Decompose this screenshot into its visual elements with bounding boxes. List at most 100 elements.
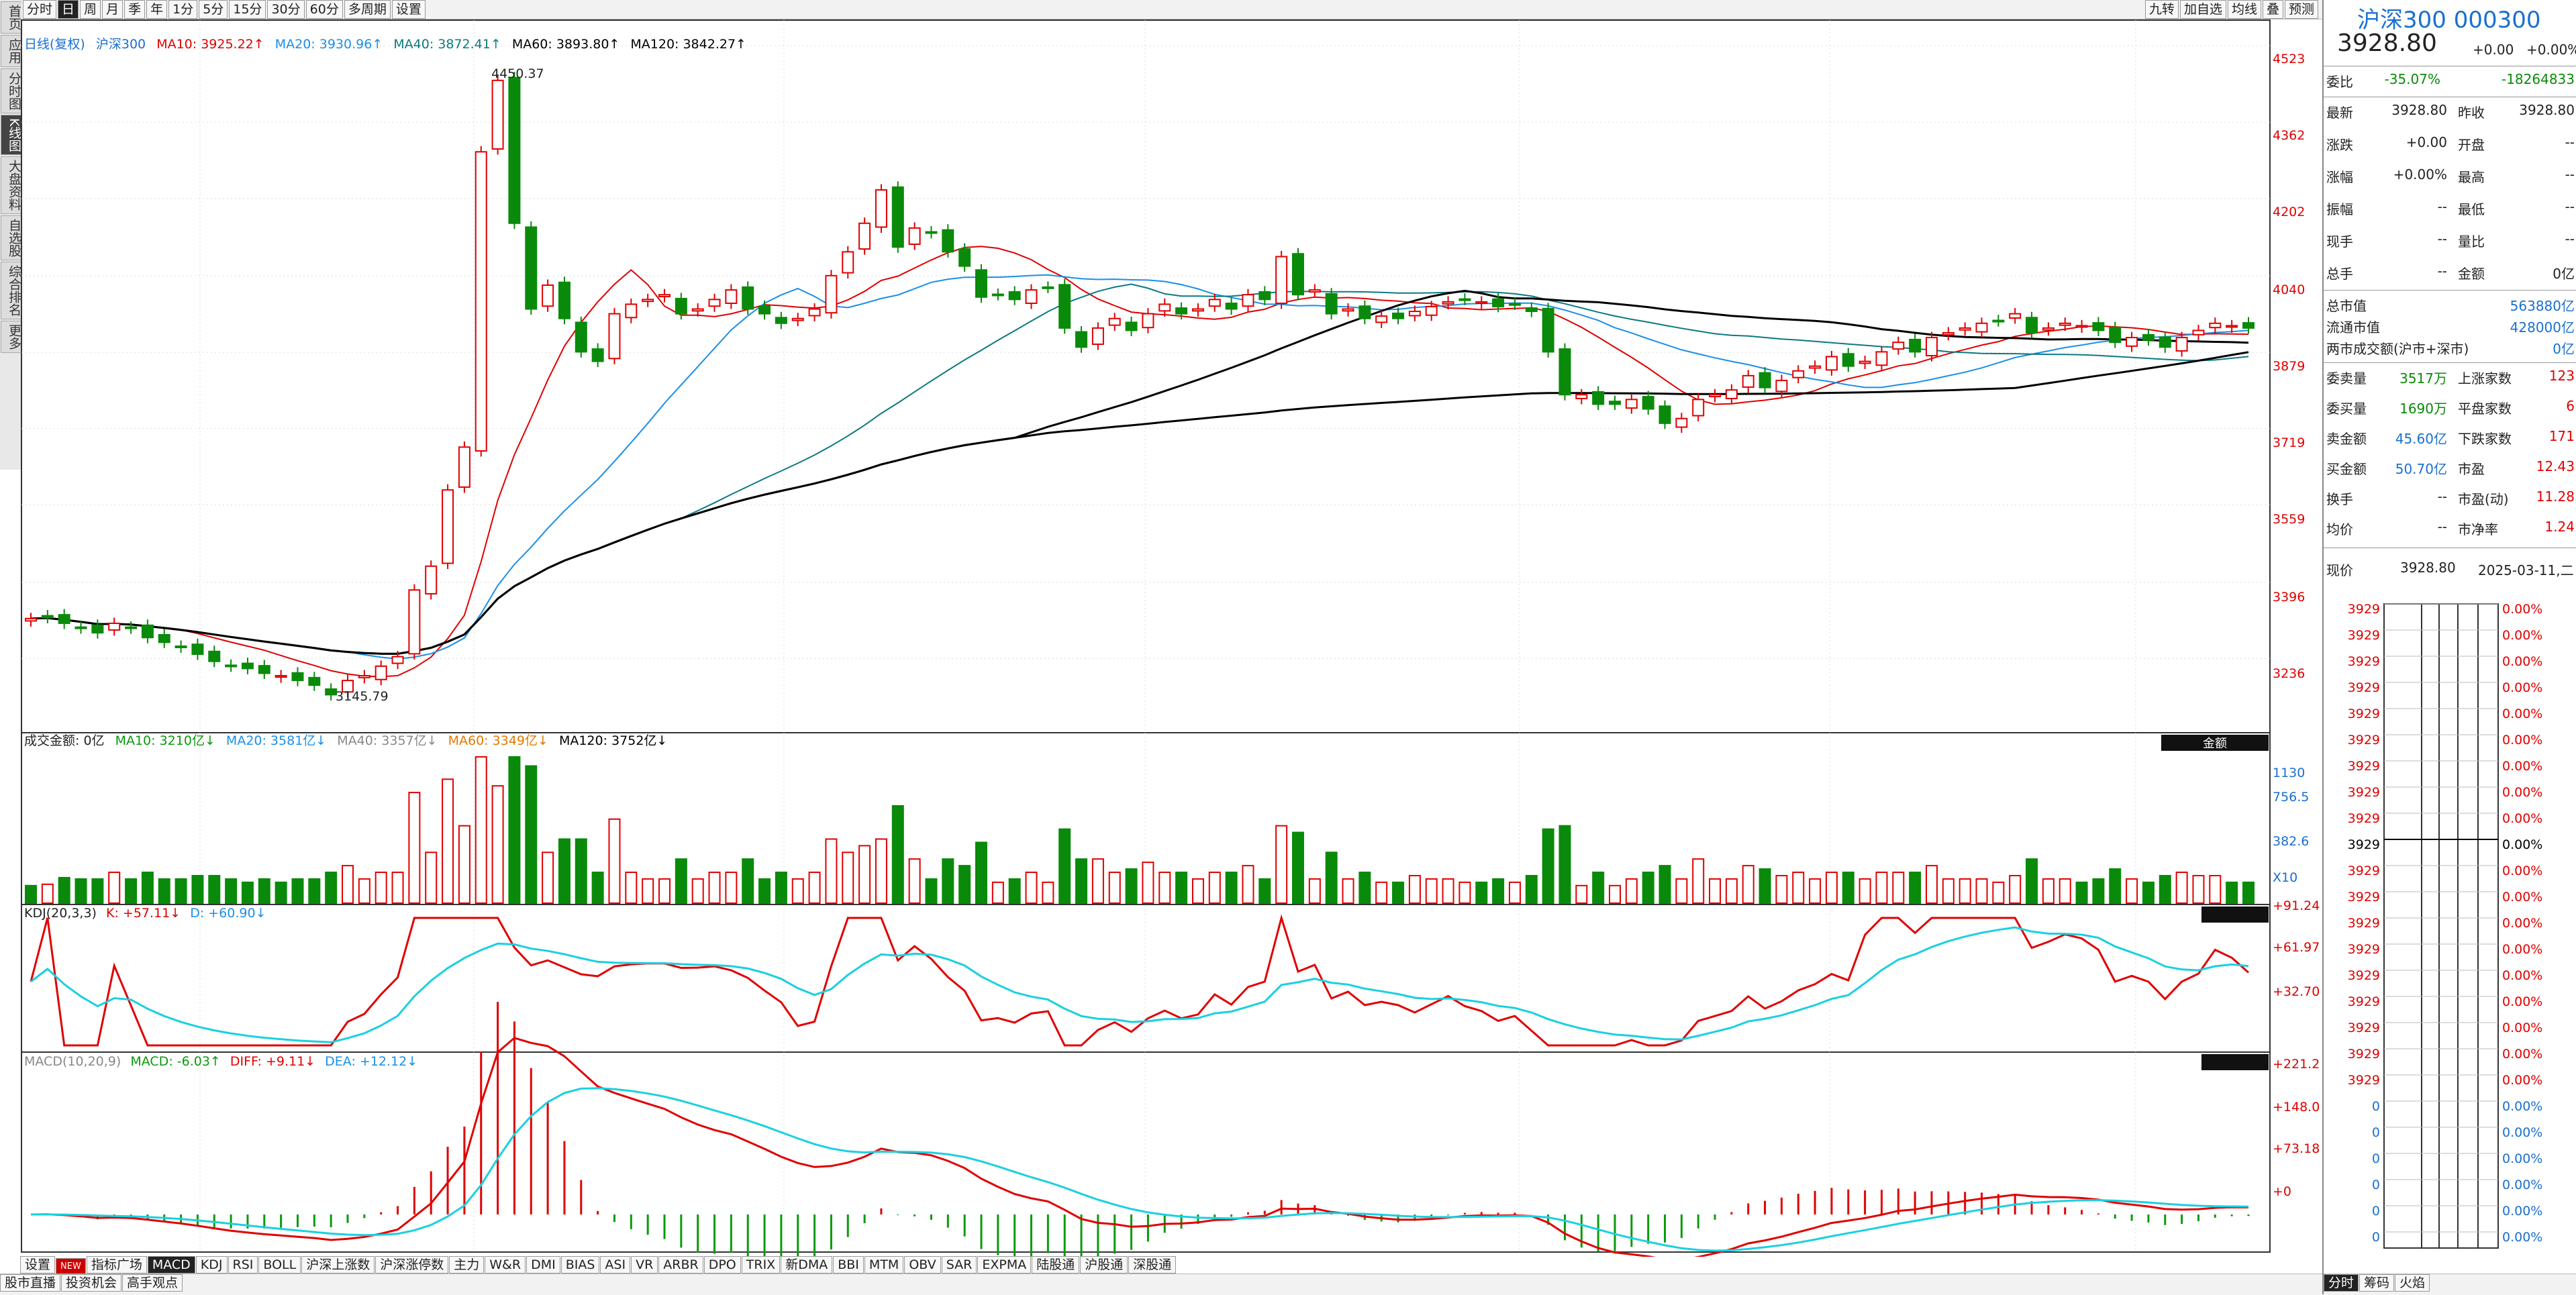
candle-body (442, 489, 454, 564)
period-tab-3[interactable]: 月 (102, 0, 123, 19)
volume-bar (1725, 878, 1738, 904)
forecast-button[interactable]: 预测 (2284, 0, 2318, 19)
volume-bar (1709, 878, 1722, 904)
bottom-tab-experts[interactable]: 高手观点 (122, 1274, 183, 1292)
vol-tick-1: 756.5 (2273, 790, 2309, 805)
candle-body (775, 317, 787, 324)
period-tab-12[interactable]: 设置 (391, 0, 426, 19)
macd-tick-1: +148.0 (2273, 1100, 2320, 1115)
macd-tag-box[interactable] (2201, 1054, 2269, 1070)
ma120-line (30, 351, 2249, 655)
candle-body (2159, 336, 2171, 348)
kdj-panel-frame (21, 904, 2271, 1053)
chart-area[interactable]: 日线(复权) 沪深300 MA10: 3925.22↑ MA20: 3930.9… (20, 19, 2322, 1257)
left-tab-more[interactable]: 更多 (1, 321, 22, 354)
ind-tab-hs-up[interactable]: 沪深上涨数 (301, 1256, 375, 1274)
volume-bar (1926, 865, 1938, 904)
ind-tab-wr[interactable]: W&R (485, 1256, 526, 1274)
overlay-button[interactable]: 叠 (2262, 0, 2283, 19)
ind-tab-vr[interactable]: VR (631, 1256, 658, 1274)
left-tab-home[interactable]: 首页 (1, 1, 22, 34)
left-tab-timeshare[interactable]: 分时图 (1, 68, 22, 113)
ladder-pct-label: 0.00% (2502, 1178, 2542, 1192)
ind-tab-lgt[interactable]: 陆股通 (1032, 1256, 1080, 1274)
left-tab-ranking[interactable]: 综合排名 (1, 262, 22, 320)
vol-tag[interactable]: 金额 (2203, 737, 2227, 751)
ind-tab-hs-limit[interactable]: 沪深涨停数 (375, 1256, 449, 1274)
stock-title: 沪深300 000300 (2357, 7, 2541, 34)
period-tab-4[interactable]: 季 (124, 0, 146, 19)
ma-button[interactable]: 均线 (2227, 0, 2261, 19)
ind-tab-hgt[interactable]: 沪股通 (1080, 1256, 1128, 1274)
left-tab-market-info[interactable]: 大盘资料 (1, 156, 22, 215)
ladder-price-label: 0 (2372, 1178, 2380, 1192)
panel-tab-timeshare[interactable]: 分时 (2324, 1274, 2359, 1292)
bottom-tab-live[interactable]: 股市直播 (0, 1274, 61, 1292)
left-tab-kline[interactable]: K线图 (1, 115, 22, 156)
ind-tab-bias[interactable]: BIAS (560, 1256, 600, 1274)
period-tab-11[interactable]: 多周期 (344, 0, 391, 19)
period-tab-1[interactable]: 日 (58, 0, 79, 19)
ind-tab-sgt[interactable]: 深股通 (1128, 1256, 1177, 1274)
volume-bar (1508, 881, 1521, 904)
nine-turn-button[interactable]: 九转 (2144, 0, 2179, 19)
ind-tab-main[interactable]: 主力 (449, 1256, 485, 1274)
ind-tab-asi[interactable]: ASI (600, 1256, 631, 1274)
period-toolbar: 分时日周月季年 1分 5分 15分 30分 60分 多周期 设置 (21, 0, 2322, 19)
left-tab-watchlist[interactable]: 自选股 (1, 215, 22, 261)
ind-tab-settings[interactable]: 设置 (20, 1256, 56, 1274)
candle-body (2142, 333, 2154, 341)
period-tab-2[interactable]: 周 (80, 0, 101, 19)
now-price: 3928.80 (2400, 560, 2456, 576)
period-tab-7[interactable]: 5分 (199, 0, 228, 19)
period-tab-6[interactable]: 1分 (168, 0, 198, 19)
volume-bar (1358, 872, 1371, 904)
candle-body (791, 317, 804, 321)
period-tab-9[interactable]: 30分 (267, 0, 305, 19)
macd-diff-line (30, 1037, 2249, 1257)
ladder-pct-label: 0.00% (2502, 864, 2542, 878)
period-tab-0[interactable]: 分时 (23, 0, 57, 19)
left-tab-apps[interactable]: 应用 (1, 35, 22, 67)
ind-tab-boll[interactable]: BOLL (258, 1256, 301, 1274)
ind-tab-obv[interactable]: OBV (904, 1256, 941, 1274)
candle-body (1926, 337, 1938, 357)
volume-bar (525, 765, 538, 904)
candle-body (1508, 303, 1521, 306)
price-tick-7: 3396 (2273, 590, 2305, 605)
quote-row: 涨跌 +0.00 开盘 -- (2326, 134, 2575, 153)
period-tab-10[interactable]: 60分 (305, 0, 343, 19)
ind-tab-rsi[interactable]: RSI (228, 1256, 258, 1274)
add-watchlist-button[interactable]: 加自选 (2179, 0, 2226, 19)
ind-tab-square[interactable]: 指标广场 (86, 1256, 147, 1274)
ind-tab-expma[interactable]: EXPMA (977, 1256, 1032, 1274)
volume-bar (425, 851, 438, 904)
ind-tab-mtm[interactable]: MTM (864, 1256, 904, 1274)
ind-tab-macd[interactable]: MACD (147, 1256, 195, 1274)
panel-tab-flame[interactable]: 火焰 (2395, 1274, 2430, 1292)
left-nav-bar: 首页 应用 分时图 K线图 大盘资料 自选股 综合排名 更多 (0, 0, 22, 470)
ind-tab-arbr[interactable]: ARBR (658, 1256, 703, 1274)
ind-tab-bbi[interactable]: BBI (833, 1256, 864, 1274)
ind-tab-kdj[interactable]: KDJ (195, 1256, 228, 1274)
volume-bar (1058, 828, 1071, 904)
kdj-tag-box[interactable] (2201, 907, 2269, 923)
period-tab-5[interactable]: 年 (146, 0, 168, 19)
ind-tab-newdma[interactable]: 新DMA (781, 1256, 833, 1274)
candle-body (525, 226, 538, 310)
candle-body (175, 645, 187, 649)
ind-tab-dpo[interactable]: DPO (703, 1256, 741, 1274)
volume-bar (1292, 831, 1304, 904)
bottom-tab-opportunity[interactable]: 投资机会 (61, 1274, 122, 1292)
vol-tag-box[interactable] (2161, 735, 2269, 751)
ladder-pct-label: 0.00% (2502, 733, 2542, 747)
ind-tab-sar[interactable]: SAR (941, 1256, 977, 1274)
ind-tab-dmi[interactable]: DMI (526, 1256, 560, 1274)
volume-bar (625, 872, 638, 904)
candle-body (925, 231, 938, 234)
panel-tab-chips[interactable]: 筹码 (2359, 1274, 2395, 1292)
volume-bar (25, 884, 37, 904)
candle-body (1458, 298, 1471, 301)
ind-tab-trix[interactable]: TRIX (741, 1256, 781, 1274)
period-tab-8[interactable]: 15分 (229, 0, 266, 19)
